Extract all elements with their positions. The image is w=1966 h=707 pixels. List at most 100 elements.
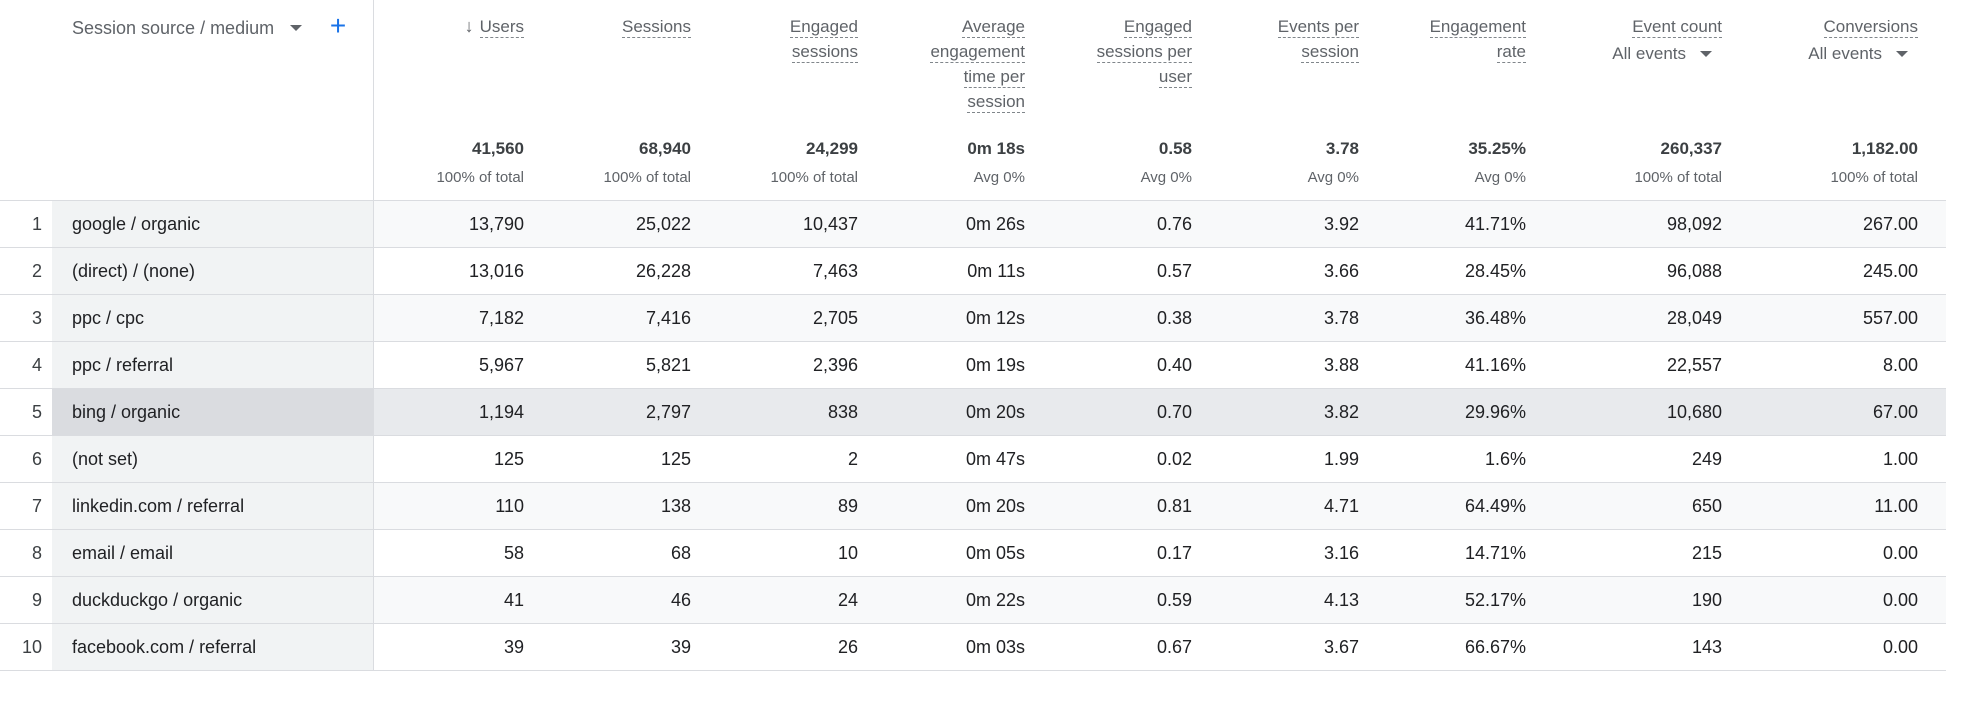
table-row[interactable]: 4 ppc / referral 5,967 5,821 2,396 0m 19s 0.40… bbox=[0, 342, 1946, 389]
metric-name: rate bbox=[1496, 42, 1526, 63]
cell-avg_engagement_time: 0m 05s bbox=[965, 543, 1025, 563]
metric-header-event_count[interactable]: Event count All events bbox=[1612, 14, 1722, 66]
metric-column-conversions: Conversions All events 1,182.00 100% of tot… bbox=[1768, 0, 1918, 200]
metric-name: engagement bbox=[930, 42, 1025, 63]
add-dimension-button[interactable]: + bbox=[329, 10, 347, 41]
cell-events_per_session: 3.78 bbox=[1323, 308, 1359, 328]
cell-sessions: 26,228 bbox=[635, 261, 691, 281]
row-index: 5 bbox=[0, 389, 52, 435]
event-filter-dropdown[interactable]: All events bbox=[1808, 41, 1918, 66]
cell-avg_engagement_time: 0m 26s bbox=[965, 214, 1025, 234]
total-percentage: Avg 0% bbox=[1474, 169, 1526, 186]
cell-engaged_sessions_per_user: 0.17 bbox=[1156, 543, 1192, 563]
source-medium-cell[interactable]: email / email bbox=[52, 530, 374, 576]
cell-engaged_sessions: 2,396 bbox=[812, 355, 858, 375]
cell-users: 41 bbox=[503, 590, 524, 610]
table-body: 1 google / organic 13,790 25,022 10,437 0m 26… bbox=[0, 201, 1946, 671]
cell-events_per_session: 3.92 bbox=[1323, 214, 1359, 234]
metric-header-line: engagement bbox=[930, 39, 1025, 64]
cell-avg_engagement_time: 0m 03s bbox=[965, 637, 1025, 657]
cell-users: 39 bbox=[503, 637, 524, 657]
cell-engagement_rate: 64.49% bbox=[1464, 496, 1526, 516]
cell-conversions: 245.00 bbox=[1862, 261, 1918, 281]
cell-engagement_rate: 52.17% bbox=[1464, 590, 1526, 610]
metric-header-conversions[interactable]: Conversions All events bbox=[1808, 14, 1918, 66]
event-filter-dropdown[interactable]: All events bbox=[1612, 41, 1722, 66]
cell-engagement_rate: 14.71% bbox=[1464, 543, 1526, 563]
table-row[interactable]: 1 google / organic 13,790 25,022 10,437 0m 26… bbox=[0, 201, 1946, 248]
table-row[interactable]: 7 linkedin.com / referral 110 138 89 0m 20s 0.… bbox=[0, 483, 1946, 530]
metric-header-events_per_session[interactable]: Events per session bbox=[1277, 14, 1359, 64]
total-percentage: 100% of total bbox=[1830, 169, 1918, 186]
cell-engaged_sessions: 7,463 bbox=[812, 261, 858, 281]
total-value: 24,299 bbox=[806, 139, 858, 158]
metric-header-line: time per bbox=[930, 64, 1025, 89]
metric-header-line: Sessions bbox=[622, 14, 691, 39]
dropdown-arrow-icon bbox=[1700, 50, 1712, 57]
cell-engagement_rate: 36.48% bbox=[1464, 308, 1526, 328]
row-index: 8 bbox=[0, 530, 52, 576]
row-index: 6 bbox=[0, 436, 52, 482]
source-medium-cell[interactable]: ppc / referral bbox=[52, 342, 374, 388]
source-medium-cell[interactable]: linkedin.com / referral bbox=[52, 483, 374, 529]
metric-header-sessions[interactable]: Sessions bbox=[622, 14, 691, 39]
metric-header-line: user bbox=[1097, 64, 1192, 89]
cell-engagement_rate: 41.16% bbox=[1464, 355, 1526, 375]
metric-column-events_per_session: Events per session 3.78 Avg 0% bbox=[1209, 0, 1359, 200]
total-value: 0.58 bbox=[1158, 139, 1192, 158]
table-row[interactable]: 2 (direct) / (none) 13,016 26,228 7,463 0m 11… bbox=[0, 248, 1946, 295]
source-medium-cell[interactable]: facebook.com / referral bbox=[52, 624, 374, 670]
metric-header-engagement_rate[interactable]: Engagement rate bbox=[1429, 14, 1526, 64]
dropdown-arrow-icon bbox=[290, 25, 303, 31]
metric-header-line: sessions bbox=[790, 39, 858, 64]
row-index: 1 bbox=[0, 201, 52, 247]
table-row[interactable]: 6 (not set) 125 125 2 0m 47s 0.02 1.99 1.6% 249 1.… bbox=[0, 436, 1946, 483]
metric-name: Average bbox=[961, 17, 1025, 38]
row-index: 4 bbox=[0, 342, 52, 388]
cell-users: 5,967 bbox=[478, 355, 524, 375]
metric-name: session bbox=[1301, 42, 1359, 63]
cell-conversions: 1.00 bbox=[1882, 449, 1918, 469]
source-medium-cell[interactable]: (not set) bbox=[52, 436, 374, 482]
cell-engagement_rate: 29.96% bbox=[1464, 402, 1526, 422]
table-row[interactable]: 9 duckduckgo / organic 41 46 24 0m 22s 0.59 4.1… bbox=[0, 577, 1946, 624]
source-medium-cell[interactable]: google / organic bbox=[52, 201, 374, 247]
total-percentage: 100% of total bbox=[770, 169, 858, 186]
cell-event_count: 96,088 bbox=[1666, 261, 1722, 281]
metric-column-engaged_sessions_per_user: Engaged sessions per user 0.58 Avg 0% bbox=[1042, 0, 1192, 200]
metric-name: Conversions bbox=[1823, 17, 1918, 38]
source-medium-cell[interactable]: (direct) / (none) bbox=[52, 248, 374, 294]
metric-header-line: Conversions bbox=[1808, 14, 1918, 39]
cell-engaged_sessions: 10 bbox=[837, 543, 858, 563]
cell-avg_engagement_time: 0m 19s bbox=[965, 355, 1025, 375]
total-value: 41,560 bbox=[472, 139, 524, 158]
table-row[interactable]: 5 bing / organic 1,194 2,797 838 0m 20s 0.70 3.… bbox=[0, 389, 1946, 436]
table-row[interactable]: 3 ppc / cpc 7,182 7,416 2,705 0m 12s 0.38 3.78 3… bbox=[0, 295, 1946, 342]
dimension-selector[interactable]: Session source / medium bbox=[72, 14, 303, 42]
source-medium-cell[interactable]: ppc / cpc bbox=[52, 295, 374, 341]
metric-header-engaged_sessions_per_user[interactable]: Engaged sessions per user bbox=[1096, 14, 1192, 89]
total-value: 68,940 bbox=[639, 139, 691, 158]
metric-header-engaged_sessions[interactable]: Engaged sessions bbox=[789, 14, 858, 64]
cell-event_count: 215 bbox=[1691, 543, 1722, 563]
cell-sessions: 125 bbox=[660, 449, 691, 469]
source-medium-cell[interactable]: duckduckgo / organic bbox=[52, 577, 374, 623]
cell-engaged_sessions_per_user: 0.38 bbox=[1156, 308, 1192, 328]
cell-avg_engagement_time: 0m 22s bbox=[965, 590, 1025, 610]
metric-header-avg_engagement_time[interactable]: Average engagement time per session bbox=[930, 14, 1025, 114]
cell-sessions: 25,022 bbox=[635, 214, 691, 234]
total-percentage: Avg 0% bbox=[1307, 169, 1359, 186]
metric-name: Users bbox=[479, 17, 524, 38]
metric-header-users[interactable]: ↓ Users bbox=[465, 14, 524, 39]
table-row[interactable]: 10 facebook.com / referral 39 39 26 0m 03s 0.6… bbox=[0, 624, 1946, 671]
cell-users: 7,182 bbox=[478, 308, 524, 328]
metric-column-event_count: Event count All events 260,337 100% of tota… bbox=[1572, 0, 1722, 200]
table-row[interactable]: 8 email / email 58 68 10 0m 05s 0.17 3.16 14.71%… bbox=[0, 530, 1946, 577]
metric-name: Engaged bbox=[1123, 17, 1192, 38]
metric-header-line: ↓ Users bbox=[465, 14, 524, 39]
cell-engaged_sessions: 24 bbox=[837, 590, 858, 610]
cell-users: 1,194 bbox=[478, 402, 524, 422]
sort-descending-icon[interactable]: ↓ bbox=[464, 16, 474, 36]
source-medium-cell[interactable]: bing / organic bbox=[52, 389, 374, 435]
cell-sessions: 39 bbox=[670, 637, 691, 657]
